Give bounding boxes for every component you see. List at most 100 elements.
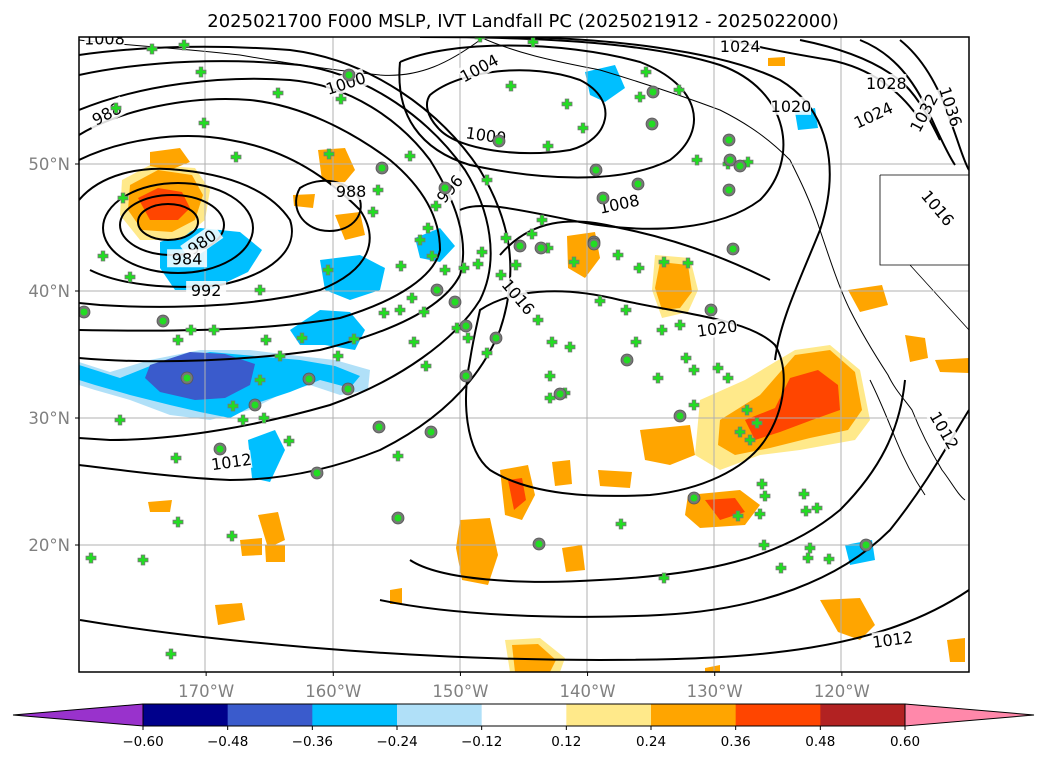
station-plus-marker [802, 552, 814, 564]
colorbar-tick-label: 0.48 [805, 734, 835, 750]
contour-label-backdrop [918, 186, 958, 229]
plus-shape [754, 508, 766, 520]
plus-shape [542, 140, 554, 152]
plus-shape [682, 257, 694, 269]
colorbar-segment [651, 704, 737, 726]
station-plus-marker [476, 246, 488, 258]
station-plus-marker [430, 200, 442, 212]
colorbar-tick-label: 0.12 [551, 734, 581, 750]
ivt-negative-region [320, 255, 385, 300]
station-plus-marker [227, 400, 239, 412]
plus-shape [185, 324, 197, 336]
plus-shape [439, 264, 451, 276]
contour-label-backdrop [866, 73, 907, 92]
station-markers [79, 37, 873, 660]
station-plus-marker [426, 250, 438, 262]
ivt-negative-region [415, 228, 455, 262]
contour-label-backdrop [167, 249, 208, 268]
plus-shape [742, 156, 754, 168]
plus-shape [296, 332, 308, 344]
station-plus-marker [546, 336, 558, 348]
plus-shape [178, 39, 190, 51]
plus-shape [117, 192, 129, 204]
contour-label-group: 1020 [771, 96, 812, 116]
contour-label-backdrop [210, 449, 253, 474]
ivt-positive-region [240, 538, 262, 556]
station-circle-inner [495, 137, 503, 145]
ivt-positive-region [935, 358, 969, 373]
isobar-1008 [419, 37, 785, 230]
station-plus-marker [682, 257, 694, 269]
plus-shape [612, 249, 624, 261]
station-plus-marker [260, 334, 272, 346]
station-plus-marker [658, 572, 670, 584]
station-plus-marker [296, 332, 308, 344]
station-plus-marker [208, 324, 220, 336]
station-circle-inner [648, 120, 656, 128]
plus-shape [680, 352, 692, 364]
station-circle-inner [427, 428, 435, 436]
ivt-positive-region [552, 460, 572, 486]
contour-label-backdrop [498, 275, 539, 318]
contour-label-group: 988 [331, 181, 372, 201]
contour-label-backdrop [186, 281, 227, 299]
station-circle-inner [313, 469, 321, 477]
plus-shape [323, 148, 335, 160]
colorbar-extend-under [12, 703, 144, 727]
station-plus-marker [544, 370, 556, 382]
station-plus-marker [185, 324, 197, 336]
contour-label-group: 1028 [866, 73, 907, 93]
station-plus-marker [195, 66, 207, 78]
station-plus-marker [117, 192, 129, 204]
isobar [79, 60, 492, 442]
plus-shape [322, 264, 334, 276]
station-plus-marker [734, 426, 746, 438]
plus-shape [658, 572, 670, 584]
station-plus-marker [258, 412, 270, 424]
station-plus-marker [505, 80, 517, 92]
station-circle-inner [345, 71, 353, 79]
colorbar-tick-label: −0.48 [207, 734, 248, 750]
station-plus-marker [274, 350, 286, 362]
ivt-positive-region [390, 588, 402, 604]
contour-label: 992 [191, 281, 222, 300]
plus-shape [630, 336, 642, 348]
plus-shape [146, 43, 158, 55]
station-plus-marker [823, 553, 835, 565]
station-circle-inner [623, 356, 631, 364]
contour-label-group: 1012 [871, 628, 914, 652]
plus-shape [744, 434, 756, 446]
ivt-positive-region [562, 545, 585, 572]
ivt-positive-region [768, 57, 785, 66]
plus-shape [823, 553, 835, 565]
station-plus-marker [751, 417, 763, 429]
station-circle-inner [649, 88, 657, 96]
plus-shape [800, 505, 812, 517]
contour-label: 1020 [771, 97, 812, 116]
state-border [879, 174, 969, 331]
station-plus-marker [230, 151, 242, 163]
plus-shape [775, 562, 787, 574]
isobar-1020 [465, 290, 785, 497]
station-plus-marker [741, 404, 753, 416]
station-plus-marker [322, 264, 334, 276]
plus-shape [137, 554, 149, 566]
contour-label: 984 [172, 249, 203, 268]
station-plus-marker [335, 93, 347, 105]
station-circle-inner [729, 245, 737, 253]
station-plus-marker [634, 91, 646, 103]
plus-shape [227, 400, 239, 412]
ivt-positive-region [293, 194, 315, 208]
station-plus-marker [688, 364, 700, 376]
plus-shape [510, 259, 522, 271]
contour-label: 988 [336, 182, 367, 201]
colorbar: −0.60 −0.48 −0.36 −0.24 −0.12 0.12 0.24 0.36 0.4… [12, 703, 1035, 750]
contour-label-group: 1008 [84, 37, 125, 49]
ivt-fill-layer [79, 57, 969, 672]
station-plus-marker [172, 516, 184, 528]
isobar-1012-south [79, 589, 969, 662]
x-tick-label: 170°W [178, 682, 234, 701]
station-circle-inner [159, 317, 167, 325]
plus-shape [527, 37, 539, 48]
